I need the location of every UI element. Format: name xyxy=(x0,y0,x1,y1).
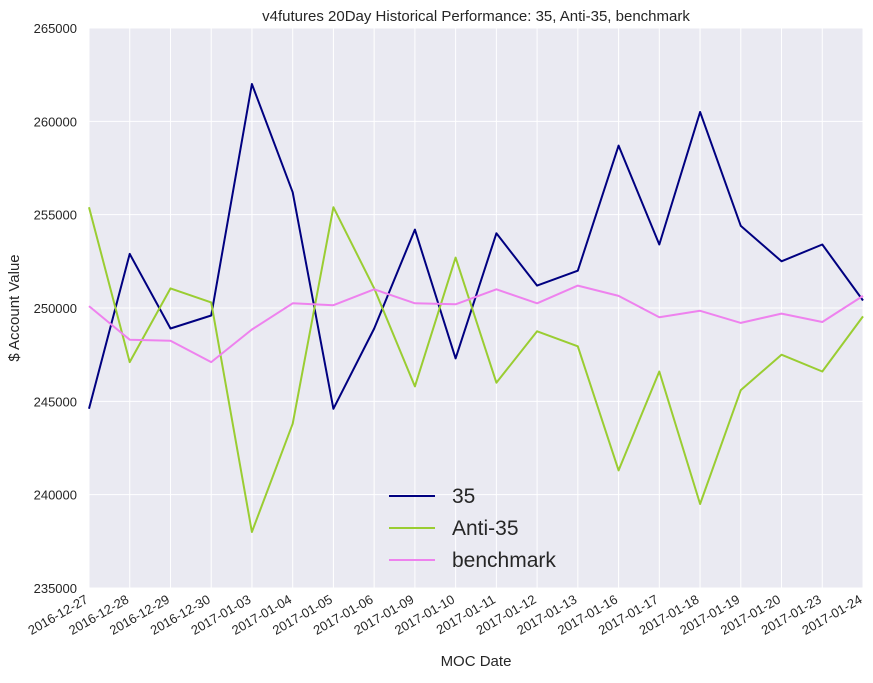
y-tick-label: 245000 xyxy=(34,394,77,409)
chart-title: v4futures 20Day Historical Performance: … xyxy=(262,8,690,25)
series-line-anti-35 xyxy=(88,206,864,533)
y-tick-label: 265000 xyxy=(34,21,77,36)
y-tick-label: 235000 xyxy=(34,581,77,596)
y-tick-label: 250000 xyxy=(34,301,77,316)
y-tick-label: 255000 xyxy=(34,208,77,223)
y-tick-label: 260000 xyxy=(34,114,77,129)
x-axis-label: MOC Date xyxy=(441,653,512,670)
y-axis-label: $ Account Value xyxy=(6,254,23,361)
y-axis-ticks: 235000 240000 245000 250000 255000 260000 2650… xyxy=(34,21,77,596)
series-lines xyxy=(88,83,864,533)
legend-label: benchmark xyxy=(452,549,556,572)
series-line-benchmark xyxy=(88,284,864,364)
legend-label: Anti-35 xyxy=(452,517,519,540)
x-axis-ticks: 2016-12-272016-12-282016-12-292016-12-30… xyxy=(25,592,864,638)
y-tick-label: 240000 xyxy=(34,488,77,503)
legend: 35 Anti-35 benchmark xyxy=(389,485,556,572)
legend-label: 35 xyxy=(452,485,475,508)
